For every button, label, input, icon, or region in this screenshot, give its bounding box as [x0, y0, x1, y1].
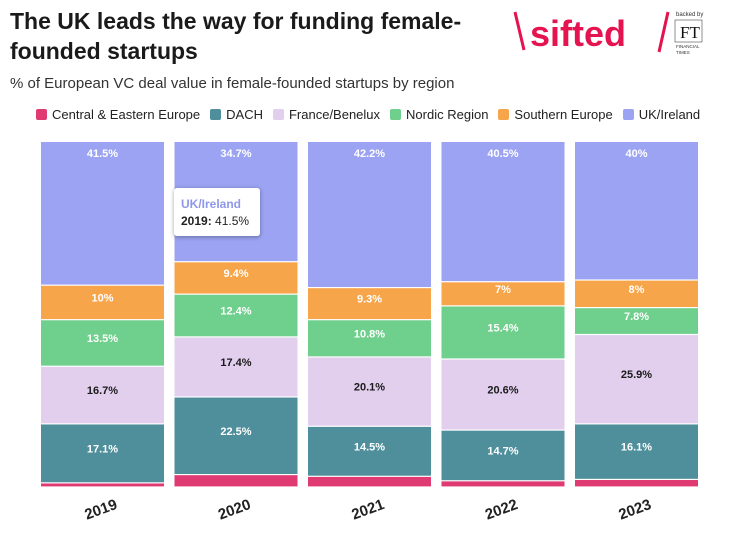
x-tick-label: 2019: [82, 496, 119, 523]
hover-tooltip: UK/Ireland 2019: 41.5%: [174, 188, 260, 236]
data-label: 34.7%: [220, 148, 251, 160]
backed-by-text: backed by: [676, 12, 703, 18]
bar-segment[interactable]: [41, 366, 164, 424]
data-label: 20.6%: [487, 385, 518, 397]
legend-label: Central & Eastern Europe: [52, 107, 201, 122]
data-label: 13.5%: [87, 333, 118, 345]
bar-segment[interactable]: [441, 481, 565, 487]
bar-segment[interactable]: [441, 306, 565, 359]
legend-item[interactable]: DACH: [210, 107, 263, 122]
tooltip-value: 41.5%: [215, 214, 250, 228]
bar-segment[interactable]: [441, 359, 565, 430]
legend-label: France/Benelux: [288, 107, 381, 122]
bar-segment[interactable]: [441, 430, 565, 481]
x-tick-label: 2020: [216, 496, 253, 523]
sifted-logo: sifted backed by FT FINANCIAL TIMES: [513, 11, 703, 55]
ft-logo: [674, 19, 703, 43]
svg-text:FINANCIAL: FINANCIAL: [676, 44, 700, 49]
ft-mark: FT: [680, 23, 700, 42]
bar-segment[interactable]: [575, 308, 698, 334]
data-label: 15.4%: [487, 322, 518, 334]
data-label: 8%: [629, 284, 645, 296]
data-label: 41.5%: [87, 148, 118, 160]
data-label: 17.4%: [220, 357, 251, 369]
bar-segment[interactable]: [575, 480, 698, 487]
data-label: 42.2%: [354, 148, 385, 160]
bar-segment[interactable]: [575, 142, 698, 280]
legend-label: UK/Ireland: [638, 107, 701, 122]
bar-segment[interactable]: [174, 262, 298, 294]
bar-segment[interactable]: [174, 397, 298, 474]
tooltip-year: 2019:: [181, 214, 212, 228]
legend-label: Southern Europe: [514, 107, 613, 122]
legend-item[interactable]: France/Benelux: [272, 107, 381, 122]
bar-segment[interactable]: [308, 426, 431, 476]
svg-text:TIMES: TIMES: [676, 50, 690, 55]
data-label: 16.1%: [621, 442, 652, 454]
data-label: 20.1%: [354, 382, 385, 394]
bar-segment[interactable]: [308, 357, 431, 426]
legend-item[interactable]: UK/Ireland: [622, 107, 701, 122]
data-label: 7%: [495, 284, 511, 296]
legend-swatch: [498, 109, 510, 120]
chart-subtitle: % of European VC deal value in female-fo…: [10, 75, 455, 92]
legend-swatch: [210, 109, 222, 120]
bar-segment[interactable]: [41, 285, 164, 320]
bar-segment[interactable]: [441, 142, 565, 282]
x-tick-label: 2021: [349, 496, 386, 523]
data-label: 14.7%: [487, 445, 518, 457]
bar-segment[interactable]: [308, 142, 431, 287]
legend-swatch: [390, 109, 402, 120]
bar-segment[interactable]: [308, 288, 431, 320]
legend-label: Nordic Region: [406, 107, 489, 122]
data-label: 10.8%: [354, 328, 385, 340]
bar-segment[interactable]: [575, 335, 698, 424]
bar-segment[interactable]: [441, 282, 565, 306]
data-label: 14.5%: [354, 441, 385, 453]
bar-segment[interactable]: [174, 294, 298, 337]
bar-segment[interactable]: [308, 320, 431, 357]
legend-label: DACH: [226, 107, 263, 122]
bar-segment[interactable]: [41, 142, 164, 285]
x-tick-label: 2022: [483, 496, 520, 523]
bar-segment[interactable]: [575, 280, 698, 307]
bar-segment[interactable]: [41, 483, 164, 487]
x-tick-label: 2023: [616, 496, 653, 523]
tooltip-series: UK/Ireland: [181, 197, 242, 211]
bar-segment[interactable]: [308, 476, 431, 487]
data-label: 10%: [91, 292, 113, 304]
legend-item[interactable]: Nordic Region: [390, 107, 488, 122]
chart-title: The UK leads the way for funding female-…: [10, 8, 462, 64]
legend-item[interactable]: Central & Eastern Europe: [36, 107, 200, 122]
data-label: 9.3%: [357, 294, 382, 306]
data-label: 7.8%: [624, 311, 649, 323]
data-label: 25.9%: [621, 369, 652, 381]
data-label: 17.1%: [87, 443, 118, 455]
legend-item[interactable]: Southern Europe: [498, 107, 613, 122]
data-label: 40%: [625, 148, 647, 160]
bar-segment[interactable]: [174, 337, 298, 397]
data-label: 22.5%: [220, 426, 251, 438]
chart-legend: Central & Eastern Europe DACH France/Benel…: [36, 107, 700, 122]
data-label: 12.4%: [220, 306, 251, 318]
bar-segment[interactable]: [575, 424, 698, 479]
sifted-wordmark: sifted: [530, 13, 626, 54]
data-label: 40.5%: [487, 148, 518, 160]
data-label: 9.4%: [223, 268, 248, 280]
data-label: 16.7%: [87, 385, 118, 397]
legend-swatch: [272, 109, 284, 120]
bar-segment[interactable]: [41, 424, 164, 483]
legend-swatch: [622, 109, 634, 120]
bar-segment[interactable]: [41, 320, 164, 366]
legend-swatch: [36, 109, 47, 120]
bar-segment[interactable]: [174, 475, 298, 487]
